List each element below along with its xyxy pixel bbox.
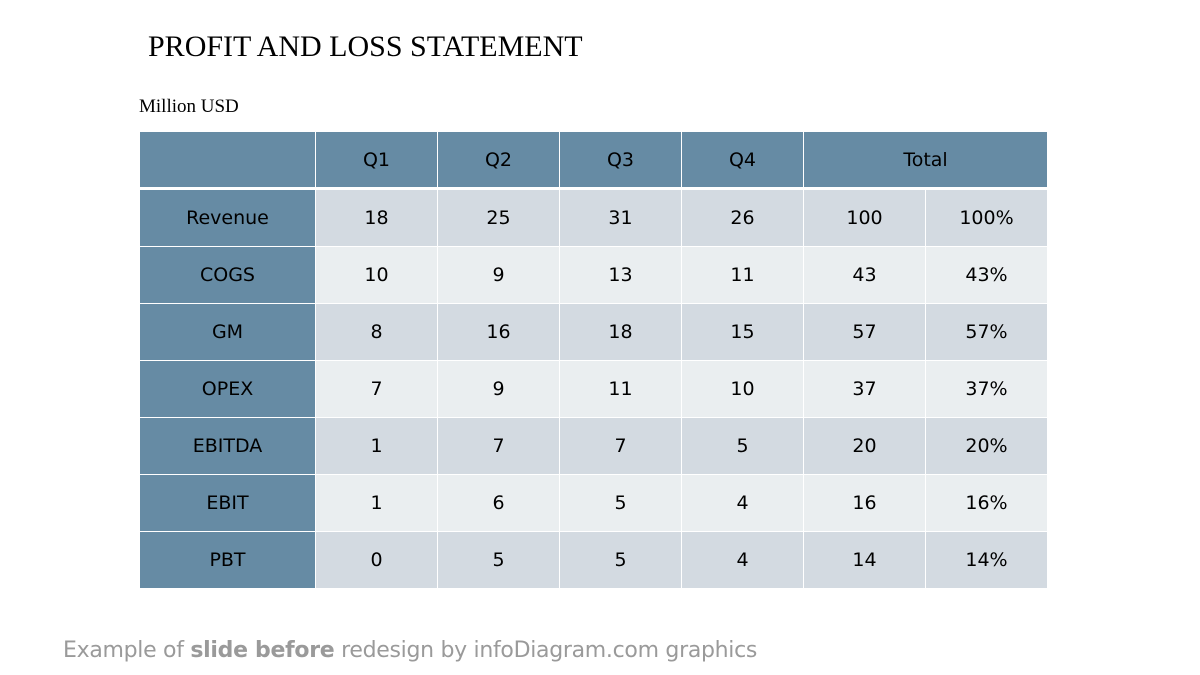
table-row: COGS 10 9 13 11 43 43% xyxy=(139,246,1048,304)
cell-q1: 1 xyxy=(315,417,438,475)
cell-q2: 9 xyxy=(437,246,560,304)
cell-q1: 18 xyxy=(315,188,438,247)
cell-q4: 11 xyxy=(681,246,804,304)
cell-q1: 7 xyxy=(315,360,438,418)
table-row: PBT 0 5 5 4 14 14% xyxy=(139,531,1048,589)
cell-total: 100 xyxy=(803,188,926,247)
table-header-row: Q1 Q2 Q3 Q4 Total xyxy=(139,131,1048,189)
cell-total: 37 xyxy=(803,360,926,418)
slide-title: PROFIT AND LOSS STATEMENT xyxy=(148,30,583,63)
cell-percent: 16% xyxy=(925,474,1048,532)
table-row: EBITDA 1 7 7 5 20 20% xyxy=(139,417,1048,475)
cell-q4: 5 xyxy=(681,417,804,475)
cell-percent: 100% xyxy=(925,188,1048,247)
cell-q2: 25 xyxy=(437,188,560,247)
header-q1: Q1 xyxy=(315,131,438,189)
cell-total: 14 xyxy=(803,531,926,589)
cell-q4: 4 xyxy=(681,474,804,532)
cell-q1: 1 xyxy=(315,474,438,532)
cell-percent: 43% xyxy=(925,246,1048,304)
cell-q4: 26 xyxy=(681,188,804,247)
cell-q1: 10 xyxy=(315,246,438,304)
header-total: Total xyxy=(803,131,1048,189)
cell-q4: 4 xyxy=(681,531,804,589)
cell-total: 20 xyxy=(803,417,926,475)
row-label: EBIT xyxy=(139,474,316,532)
table-row: GM 8 16 18 15 57 57% xyxy=(139,303,1048,361)
row-label: GM xyxy=(139,303,316,361)
cell-percent: 20% xyxy=(925,417,1048,475)
cell-q1: 8 xyxy=(315,303,438,361)
row-label: COGS xyxy=(139,246,316,304)
table-row: Revenue 18 25 31 26 100 100% xyxy=(139,188,1048,247)
header-q4: Q4 xyxy=(681,131,804,189)
cell-q2: 7 xyxy=(437,417,560,475)
header-q2: Q2 xyxy=(437,131,560,189)
footer-caption: Example of slide before redesign by info… xyxy=(63,638,757,663)
cell-q4: 10 xyxy=(681,360,804,418)
table-row: OPEX 7 9 11 10 37 37% xyxy=(139,360,1048,418)
cell-q3: 5 xyxy=(559,474,682,532)
cell-q2: 5 xyxy=(437,531,560,589)
cell-q2: 9 xyxy=(437,360,560,418)
cell-percent: 14% xyxy=(925,531,1048,589)
units-label: Million USD xyxy=(139,96,239,117)
cell-q4: 15 xyxy=(681,303,804,361)
header-q3: Q3 xyxy=(559,131,682,189)
cell-total: 43 xyxy=(803,246,926,304)
header-corner xyxy=(139,131,316,189)
footer-text-end: redesign by infoDiagram.com graphics xyxy=(334,638,758,663)
row-label: PBT xyxy=(139,531,316,589)
cell-q3: 18 xyxy=(559,303,682,361)
row-label: Revenue xyxy=(139,188,316,247)
cell-total: 16 xyxy=(803,474,926,532)
cell-percent: 37% xyxy=(925,360,1048,418)
cell-q2: 16 xyxy=(437,303,560,361)
cell-q3: 13 xyxy=(559,246,682,304)
cell-q3: 31 xyxy=(559,188,682,247)
cell-percent: 57% xyxy=(925,303,1048,361)
cell-q2: 6 xyxy=(437,474,560,532)
cell-q3: 11 xyxy=(559,360,682,418)
footer-text-start: Example of xyxy=(63,638,191,663)
cell-q3: 7 xyxy=(559,417,682,475)
profit-loss-table: Q1 Q2 Q3 Q4 Total Revenue 18 25 31 26 10… xyxy=(139,131,1048,589)
footer-text-bold: slide before xyxy=(190,638,335,663)
row-label: EBITDA xyxy=(139,417,316,475)
cell-q1: 0 xyxy=(315,531,438,589)
cell-total: 57 xyxy=(803,303,926,361)
cell-q3: 5 xyxy=(559,531,682,589)
table-row: EBIT 1 6 5 4 16 16% xyxy=(139,474,1048,532)
row-label: OPEX xyxy=(139,360,316,418)
